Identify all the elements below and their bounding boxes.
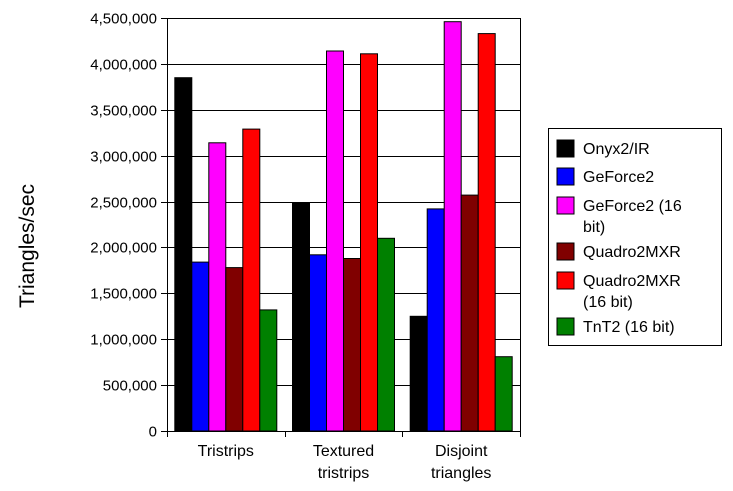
bar — [309, 254, 327, 432]
legend-box — [548, 128, 722, 346]
bar — [191, 261, 210, 432]
bar — [326, 50, 344, 432]
legend-label: Quadro2MXR — [583, 273, 681, 290]
bar — [208, 142, 227, 432]
bar — [494, 356, 513, 432]
x-category-label: tristrips — [318, 465, 370, 482]
bar — [377, 237, 395, 432]
x-category-label: Textured — [313, 443, 374, 460]
legend-label: bit) — [583, 219, 605, 236]
bar — [409, 315, 428, 432]
bars — [174, 21, 513, 432]
y-tick-label: 4,000,000 — [90, 57, 157, 74]
y-tick-label: 3,500,000 — [90, 103, 157, 120]
bar — [477, 33, 496, 432]
legend-swatch — [556, 242, 575, 261]
y-tick-label: 2,500,000 — [90, 195, 157, 212]
legend: Onyx2/IR GeForce2 GeForce2 (16 bit) Quadro2M… — [548, 128, 722, 346]
x-category-label: triangles — [431, 465, 491, 482]
legend-swatch — [556, 167, 575, 186]
y-tick-label: 500,000 — [103, 378, 157, 395]
y-tick-label: 1,500,000 — [90, 286, 157, 303]
x-category-labels: Tristrips Textured tristrips Disjoint triang… — [198, 443, 492, 482]
bar — [242, 128, 261, 432]
bar — [443, 21, 462, 432]
legend-label: GeForce2 (16 — [583, 198, 682, 215]
bar — [225, 267, 244, 432]
y-tick-label: 1,000,000 — [90, 332, 157, 349]
x-category-label: Tristrips — [198, 443, 254, 460]
y-tick-labels: 0 500,000 1,000,000 1,500,000 2,000,000 2,500… — [90, 11, 157, 441]
legend-label: Quadro2MXR — [583, 244, 681, 261]
bar — [343, 258, 361, 432]
bar — [360, 53, 378, 432]
x-category-label: Disjoint — [435, 443, 488, 460]
y-tick-label: 3,000,000 — [90, 149, 157, 166]
legend-swatch — [556, 139, 575, 158]
legend-label: GeForce2 — [583, 169, 654, 186]
legend-label: Onyx2/IR — [583, 141, 650, 158]
legend-swatch — [556, 196, 575, 215]
y-axis-title: Triangles/sec — [16, 184, 39, 308]
bar — [292, 202, 310, 432]
axes — [161, 18, 521, 437]
bar — [426, 208, 445, 432]
bar — [460, 194, 479, 432]
bar — [259, 309, 278, 432]
y-tick-label: 2,000,000 — [90, 240, 157, 257]
legend-label: TnT2 (16 bit) — [583, 319, 675, 336]
bar — [174, 77, 193, 432]
y-tick-label: 4,500,000 — [90, 11, 157, 28]
legend-swatch — [556, 271, 575, 290]
y-tick-label: 0 — [149, 424, 157, 441]
legend-label: (16 bit) — [583, 294, 633, 311]
legend-swatch — [556, 317, 575, 336]
